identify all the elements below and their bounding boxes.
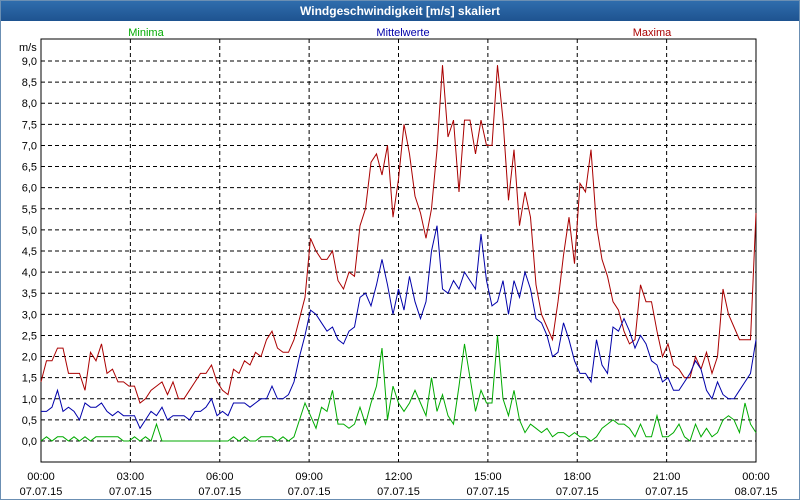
y-tick-label: 7,5 [22,119,37,131]
series-maxima [40,65,757,404]
x-tick-time-label: 21:00 [653,471,681,483]
y-tick-label: 0,5 [22,415,37,427]
y-tick-label: 4,5 [22,246,37,258]
y-tick-label: 6,5 [22,162,37,174]
y-tick-label: 1,5 [22,373,37,385]
x-tick-time-label: 00:00 [27,471,55,483]
x-tick-date-label: 07.07.15 [198,486,241,498]
chart-title: Windgeschwindigkeit [m/s] skaliert [1,1,799,21]
x-tick-time-label: 09:00 [295,471,323,483]
y-tick-label: 3,5 [22,288,37,300]
x-tick-date-label: 07.07.15 [377,486,420,498]
series-lines [40,65,757,442]
y-tick-label: 8,5 [22,77,37,89]
legend: Minima Mittelwerte Maxima [128,27,672,39]
x-tick-time-label: 06:00 [206,471,234,483]
y-tick-label: 2,5 [22,330,37,342]
y-tick-label: 6,0 [22,183,37,195]
x-tick-date-label: 08.07.15 [735,486,778,498]
y-tick-label: 5,0 [22,225,37,237]
axis-labels: m/s 0,0 0,5 1,0 1,5 2,0 2,5 3,0 3,5 4,0 4,5 5,0 5,5… [19,42,777,498]
y-tick-label: 2,0 [22,352,37,364]
y-axis-label: m/s [19,42,37,54]
x-tick-date-label: 07.07.15 [466,486,509,498]
y-tick-label: 5,5 [22,204,37,216]
x-tick-date-label: 07.07.15 [556,486,599,498]
y-tick-label: 1,0 [22,394,37,406]
x-tick-date-label: 07.07.15 [20,486,63,498]
x-tick-time-label: 12:00 [385,471,413,483]
legend-maxima: Maxima [633,27,672,39]
y-tick-label: 0,0 [22,436,37,448]
x-tick-time-label: 15:00 [474,471,502,483]
y-tick-label: 7,0 [22,140,37,152]
legend-minima: Minima [128,27,164,39]
y-tick-label: 4,0 [22,267,37,279]
y-tick-label: 3,0 [22,309,37,321]
x-tick-time-label: 00:00 [742,471,770,483]
x-tick-date-label: 07.07.15 [288,486,331,498]
y-tick-label: 9,0 [22,56,37,68]
x-tick-time-label: 18:00 [563,471,591,483]
x-tick-date-label: 07.07.15 [645,486,688,498]
y-tick-label: 8,0 [22,98,37,110]
series-minima [40,335,757,442]
series-mittelwerte [41,225,757,430]
x-tick-date-label: 07.07.15 [109,486,152,498]
grid-lines [41,39,756,462]
x-tick-time-label: 03:00 [117,471,145,483]
legend-mittelwerte: Mittelwerte [376,27,429,39]
